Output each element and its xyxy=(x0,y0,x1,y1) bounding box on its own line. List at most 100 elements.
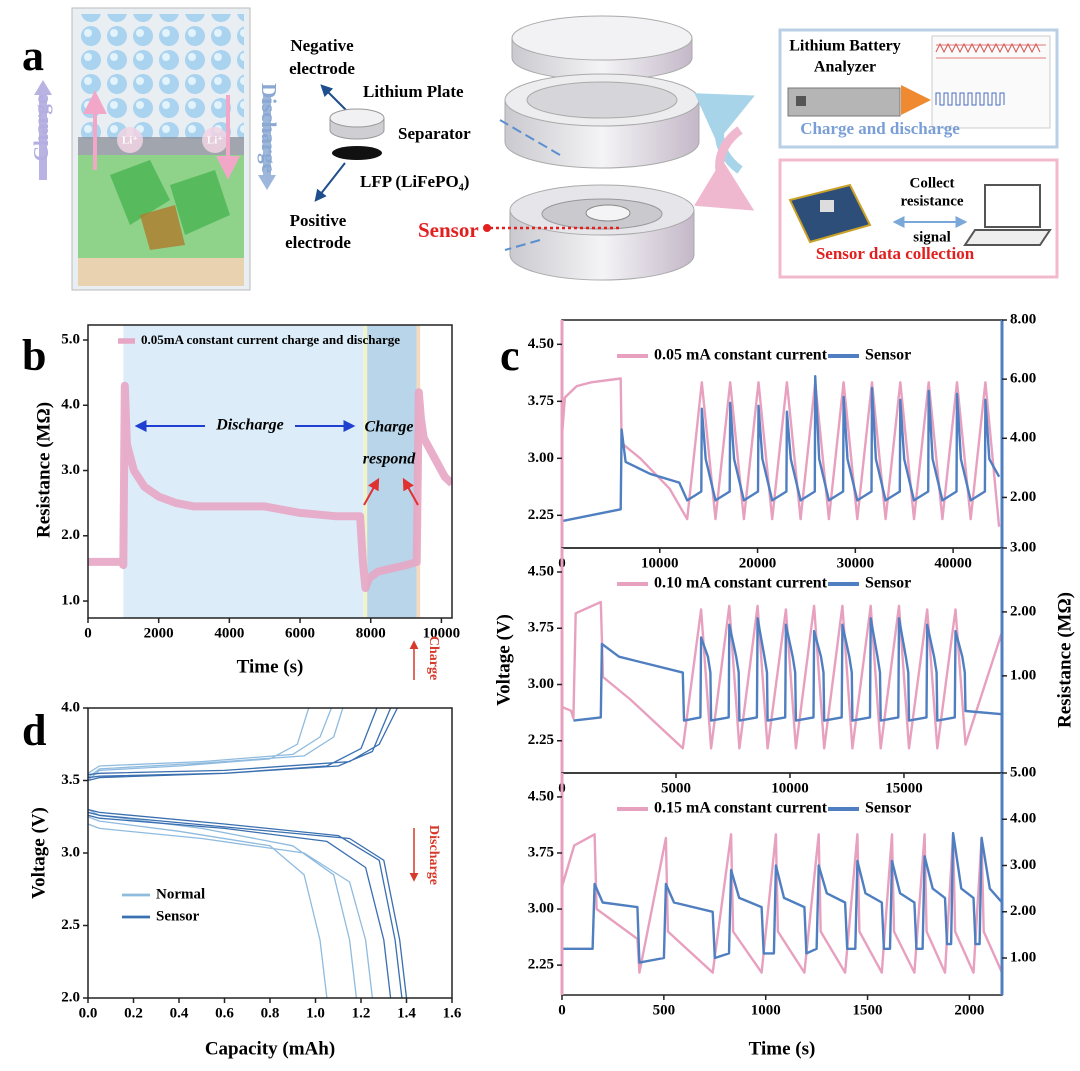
x-tick-label: 1500 xyxy=(853,1002,883,1018)
x-tick-label: 0.6 xyxy=(215,1005,234,1021)
legend-label: 0.05 mA constant current xyxy=(654,347,828,364)
y2-tick-label: 2.00 xyxy=(1010,489,1036,505)
annotation: Discharge xyxy=(426,825,441,885)
y-axis-label: Voltage (V) xyxy=(28,807,49,899)
x-tick-label: 0.2 xyxy=(124,1005,143,1021)
annotation-arrow xyxy=(402,477,419,506)
annotation-bg xyxy=(205,414,295,438)
x-tick-label: 1.2 xyxy=(352,1005,371,1021)
x-tick-label: 40000 xyxy=(934,555,972,571)
annotation: Discharge xyxy=(215,417,284,434)
y-tick-label: 5.0 xyxy=(61,331,80,347)
x-tick-label: 0 xyxy=(84,625,92,641)
x-tick-label: 10000 xyxy=(423,625,461,641)
discharge-label: Discharge xyxy=(257,83,281,173)
annotation: Charge xyxy=(365,419,414,436)
collect-label: Collect xyxy=(910,175,955,191)
separator-label: Separator xyxy=(398,124,471,143)
sensor-data-label: Sensor data collection xyxy=(816,244,975,263)
x-tick-label: 2000 xyxy=(144,625,174,641)
y-tick-label: 4.50 xyxy=(528,563,554,579)
electrode-label: Positive xyxy=(290,211,347,230)
charge-discharge-label: Charge and discharge xyxy=(800,119,960,138)
y2-tick-label: 3.00 xyxy=(1010,857,1036,873)
collect-label: resistance xyxy=(900,193,963,209)
x-tick-label: 1000 xyxy=(751,1002,781,1018)
analyzer-label: Lithium Battery xyxy=(789,38,901,55)
x-tick-label: 30000 xyxy=(837,555,875,571)
y-tick-label: 1.0 xyxy=(61,592,80,608)
y-tick-label: 2.5 xyxy=(61,917,80,933)
y-tick-label: 2.0 xyxy=(61,527,80,543)
panel-label: d xyxy=(22,706,46,755)
y-tick-label: 3.0 xyxy=(61,844,80,860)
panel-label: a xyxy=(22,31,44,80)
x-tick-label: 0.0 xyxy=(79,1005,98,1021)
x-tick-label: 4000 xyxy=(214,625,244,641)
series-line xyxy=(88,708,408,998)
legend-label: Sensor xyxy=(865,347,911,364)
series-line xyxy=(573,617,1002,722)
analyzer-label: Analyzer xyxy=(814,59,876,76)
y2-tick-label: 8.00 xyxy=(1010,311,1036,327)
lfp-label: LFP (LiFePO₄) xyxy=(360,172,469,191)
analyzer-device xyxy=(787,35,1051,129)
y2-tick-label: 4.00 xyxy=(1010,430,1036,446)
x-tick-label: 5000 xyxy=(661,780,691,796)
y-tick-label: 4.50 xyxy=(528,788,554,804)
ion-label: Li⁺ xyxy=(122,135,138,147)
x-axis-label: Capacity (mAh) xyxy=(205,1038,335,1059)
arrow xyxy=(320,84,349,113)
y2-axis-label: Resistance (MΩ) xyxy=(1054,592,1075,728)
x-tick-label: 20000 xyxy=(739,555,777,571)
annotation: respond xyxy=(363,451,416,468)
series-line xyxy=(562,833,1002,974)
x-tick-label: 8000 xyxy=(356,625,386,641)
legend-label: Sensor xyxy=(865,575,911,592)
flow-arrows xyxy=(694,93,755,211)
panel-label: b xyxy=(22,331,46,380)
x-tick-label: 0 xyxy=(558,1002,566,1018)
charge-label: Charge xyxy=(29,95,53,162)
y-axis-label: Resistance (MΩ) xyxy=(33,402,54,538)
panel-label: c xyxy=(500,331,520,380)
x-tick-label: 0.4 xyxy=(170,1005,189,1021)
collect-label: signal xyxy=(913,229,951,245)
y2-tick-label: 1.00 xyxy=(1010,949,1036,965)
battery-illustration xyxy=(34,7,276,291)
x-tick-label: 6000 xyxy=(285,625,315,641)
y-tick-label: 4.0 xyxy=(61,699,80,715)
x-tick-label: 1.0 xyxy=(306,1005,325,1021)
y-tick-label: 3.00 xyxy=(528,450,554,466)
x-axis-label: Time (s) xyxy=(237,656,304,677)
y-tick-label: 3.75 xyxy=(528,620,554,636)
x-tick-label: 500 xyxy=(653,1002,676,1018)
y2-tick-label: 4.00 xyxy=(1010,811,1036,827)
y-tick-label: 3.75 xyxy=(528,844,554,860)
y-tick-label: 3.75 xyxy=(528,393,554,409)
y2-tick-label: 6.00 xyxy=(1010,371,1036,387)
y2-tick-label: 1.00 xyxy=(1010,667,1036,683)
electrode-label: electrode xyxy=(285,233,351,252)
y2-tick-label: 2.00 xyxy=(1010,903,1036,919)
y-tick-label: 4.0 xyxy=(61,397,80,413)
x-tick-label: 0.8 xyxy=(261,1005,280,1021)
coin-cell-exploded xyxy=(483,15,700,281)
x-tick-label: 1.6 xyxy=(443,1005,462,1021)
y-tick-label: 3.00 xyxy=(528,676,554,692)
plot-frame xyxy=(87,324,453,619)
series-line xyxy=(88,381,452,592)
coin-stack xyxy=(329,108,385,160)
x-tick-label: 1.4 xyxy=(397,1005,416,1021)
y-tick-label: 2.0 xyxy=(61,989,80,1005)
legend-label: Sensor xyxy=(865,800,911,817)
x-tick-label: 10000 xyxy=(641,555,679,571)
y-tick-label: 2.25 xyxy=(528,957,554,973)
series-line xyxy=(562,831,1002,964)
y-tick-label: 3.00 xyxy=(528,900,554,916)
series-line xyxy=(562,375,1001,523)
y-tick-label: 3.0 xyxy=(61,462,80,478)
legend-label: 0.05mA constant current charge and disch… xyxy=(141,332,400,347)
collection-devices xyxy=(788,183,1052,246)
